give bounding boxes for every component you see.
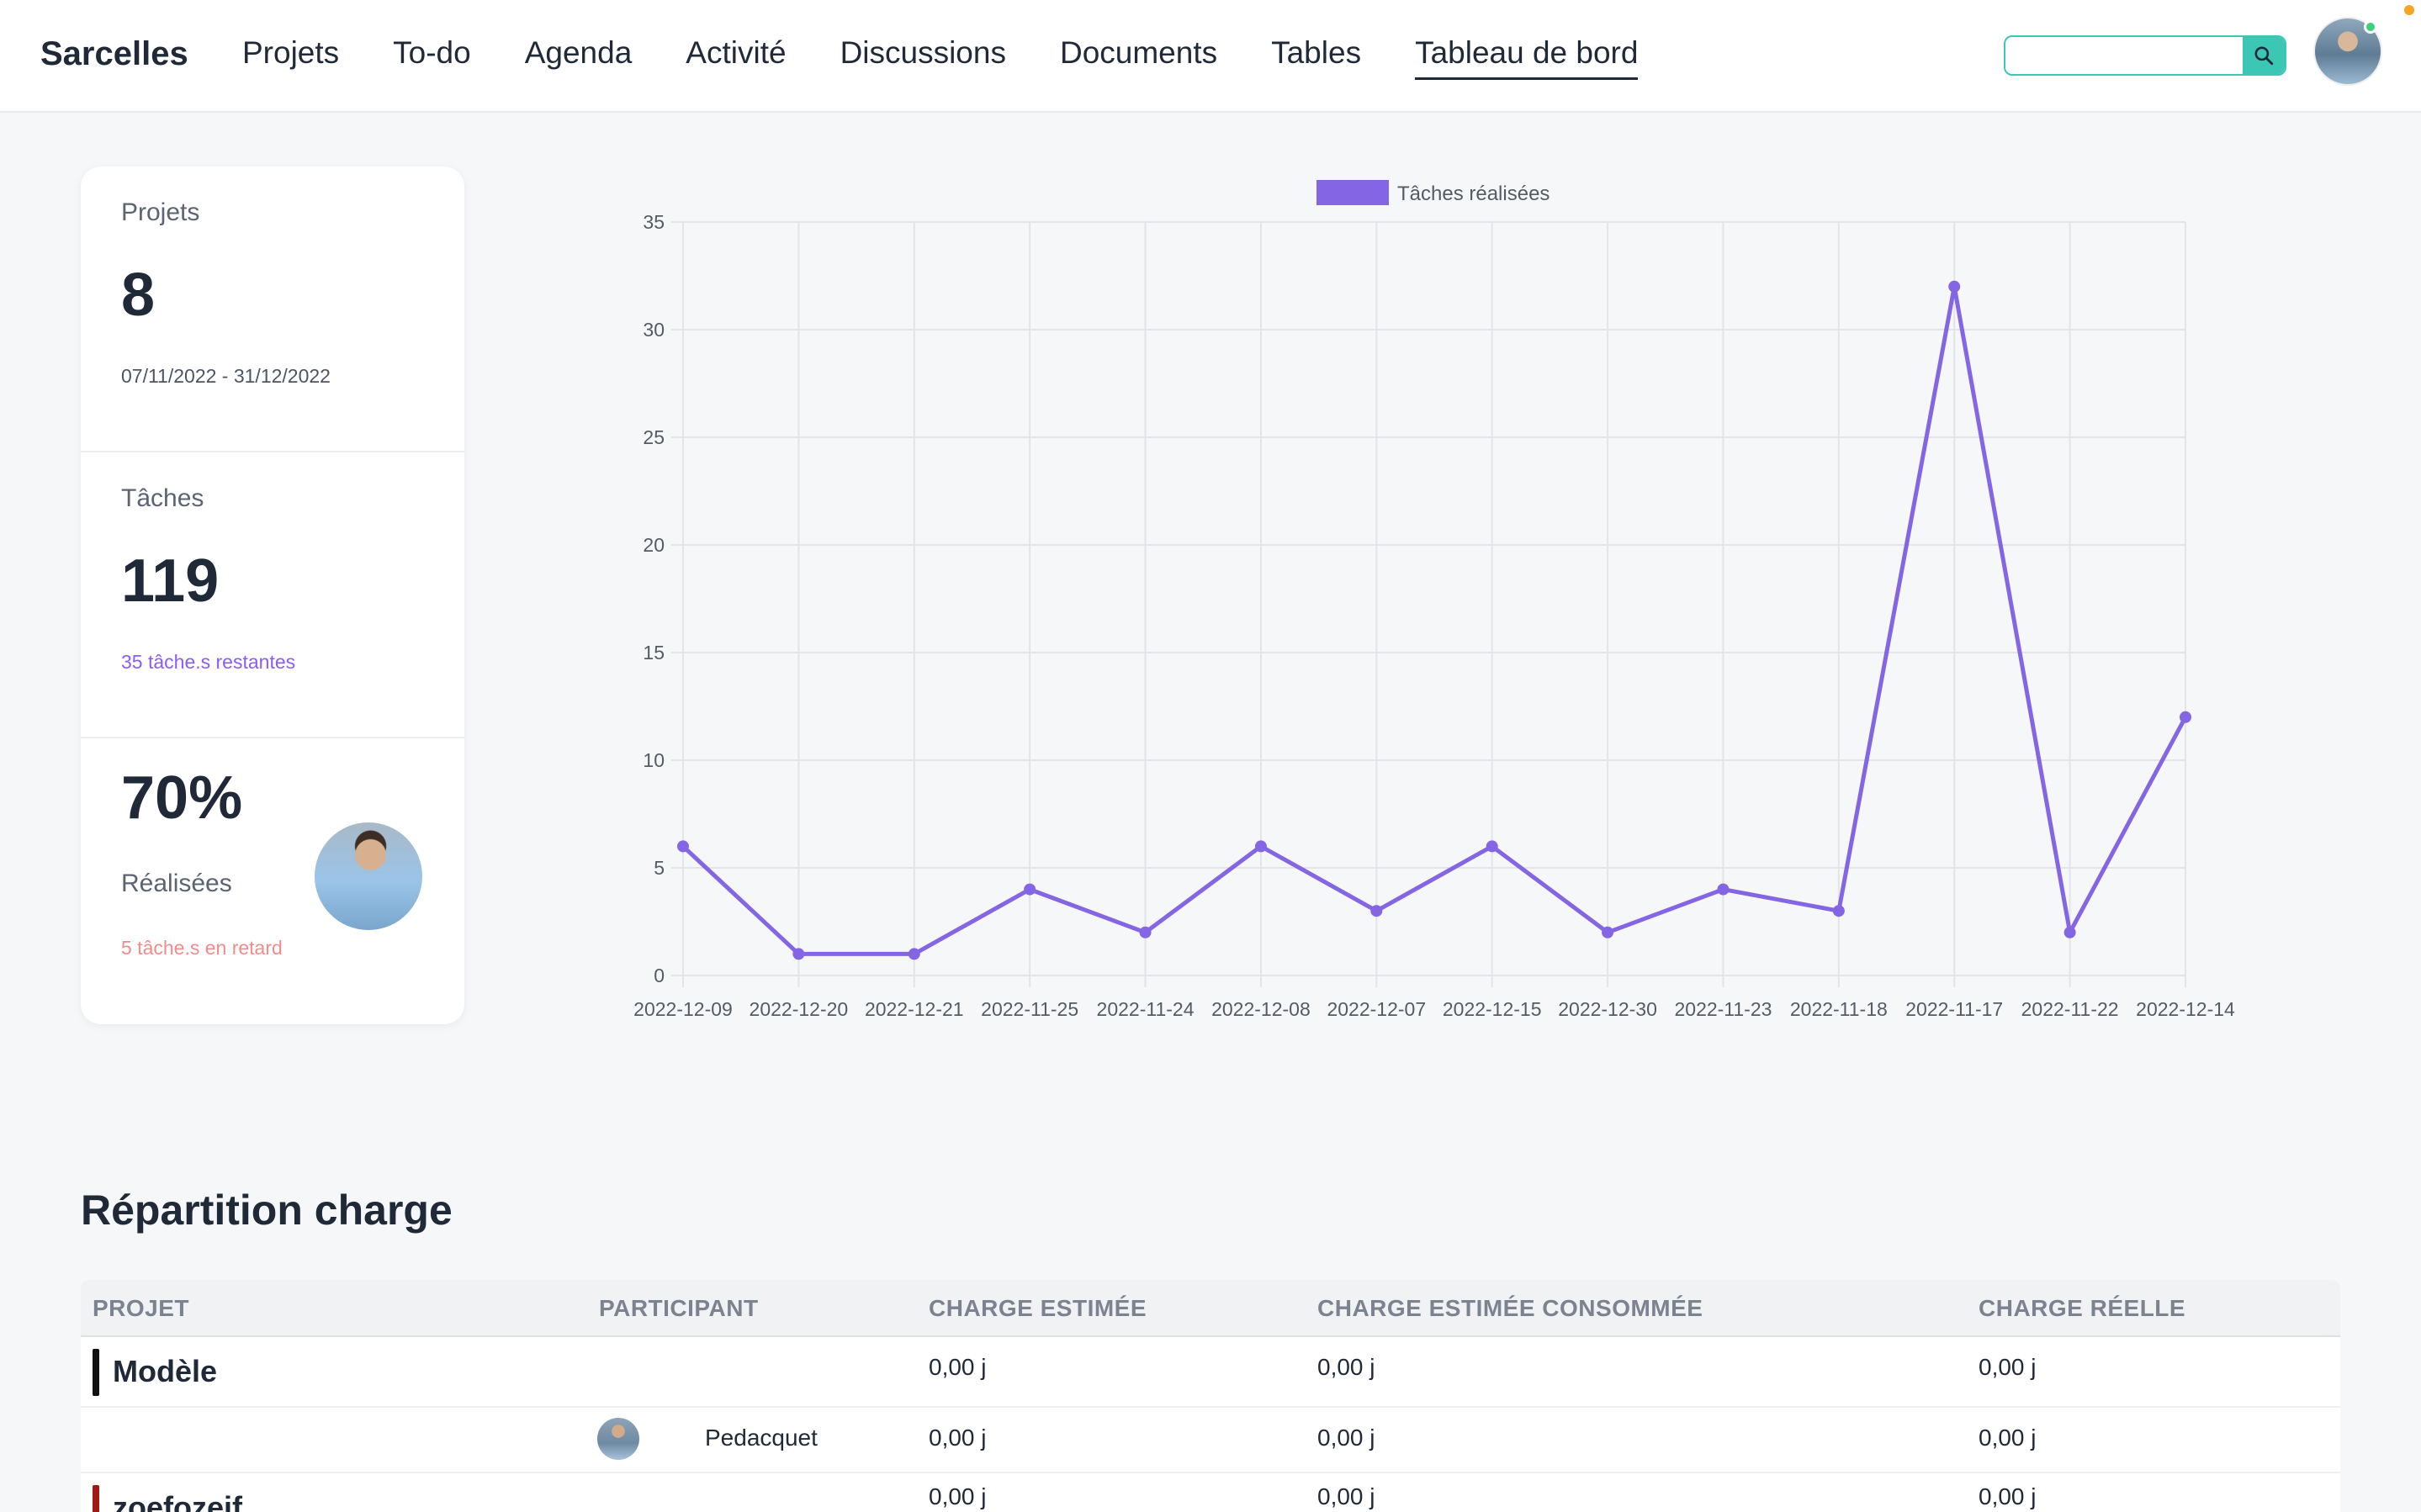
notification-dot [2404, 5, 2414, 15]
nav-activite[interactable]: Activité [686, 35, 787, 70]
nav-documents[interactable]: Documents [1059, 35, 1218, 70]
nav-tableau-de-bord[interactable]: Tableau de bord [1415, 35, 1639, 80]
y-tick-label: 20 [643, 534, 665, 556]
x-tick-label: 2022-12-14 [2136, 998, 2235, 1020]
y-tick-label: 0 [654, 965, 665, 986]
data-point [1832, 905, 1845, 917]
x-tick-label: 2022-12-07 [1327, 998, 1426, 1020]
x-tick-label: 2022-11-24 [1097, 998, 1195, 1020]
legend-label: Tâches réalisées [1397, 182, 1550, 205]
table-row[interactable]: Modèle 0,00 j 0,00 j 0,00 j [81, 1337, 2340, 1408]
consumed-cell: 0,00 j [1317, 1354, 1375, 1380]
actual-cell: 0,00 j [1979, 1425, 2037, 1451]
stat-label: Réalisées [121, 870, 232, 897]
x-tick-label: 2022-11-25 [981, 998, 1078, 1020]
series-line [681, 284, 2188, 956]
data-point [1139, 926, 1152, 938]
main-nav: Projets To-do Agenda Activité Discussion… [242, 35, 1692, 80]
x-tick-label: 2022-12-30 [1558, 998, 1657, 1020]
participant-avatar [597, 1418, 639, 1460]
section-title: Répartition charge [81, 1187, 453, 1234]
stat-label: Projets [121, 198, 200, 226]
stat-remaining: 35 tâche.s restantes [121, 651, 296, 673]
y-tick-label: 35 [643, 211, 665, 233]
nav-discussions[interactable]: Discussions [840, 35, 1006, 70]
consumed-cell: 0,00 j [1317, 1483, 1375, 1509]
column-header[interactable]: CHARGE ESTIMÉE [929, 1295, 1147, 1321]
data-point [1254, 840, 1267, 853]
nav-projets[interactable]: Projets [242, 35, 340, 70]
stat-value: 70% [121, 764, 243, 832]
project-color-bar [93, 1485, 99, 1512]
column-header[interactable]: PROJET [93, 1295, 190, 1321]
x-tick-label: 2022-11-22 [2021, 998, 2119, 1020]
data-point [1717, 883, 1730, 896]
stat-value: 8 [121, 262, 156, 329]
table-row[interactable]: Pedacquet 0,00 j 0,00 j 0,00 j [81, 1408, 2340, 1473]
project-name[interactable]: Modèle [113, 1354, 218, 1388]
x-tick-label: 2022-11-23 [1674, 998, 1772, 1020]
table-row[interactable]: zoefozeif 0,00 j 0,00 j 0,00 j [81, 1473, 2340, 1512]
estimated-cell: 0,00 j [929, 1425, 987, 1451]
y-tick-label: 10 [643, 749, 665, 771]
workload-table: PROJET PARTICIPANT CHARGE ESTIMÉE CHARGE… [81, 1280, 2340, 1512]
stat-late: 5 tâche.s en retard [121, 937, 283, 959]
data-point [1602, 926, 1614, 938]
actual-cell: 0,00 j [1979, 1483, 2037, 1509]
column-header[interactable]: CHARGE ESTIMÉE CONSOMMÉE [1317, 1295, 1703, 1321]
x-tick-label: 2022-11-17 [1905, 998, 2003, 1020]
tasks-chart: 0 5 10 15 20 25 30 35 2022-12-09 2022-12-20 2022-1… [589, 168, 2381, 1034]
search-button[interactable] [2243, 37, 2285, 74]
nav-tables[interactable]: Tables [1271, 35, 1362, 70]
data-point [2063, 926, 2076, 938]
x-tick-label: 2022-12-09 [633, 998, 733, 1020]
data-point [1486, 840, 1498, 853]
y-tick-label: 15 [643, 642, 665, 663]
y-tick-label: 30 [643, 319, 665, 341]
stats-card: Projets 8 07/11/2022 - 31/12/2022 Tâches… [81, 167, 464, 1024]
search-box [2004, 35, 2286, 76]
column-header[interactable]: PARTICIPANT [599, 1295, 759, 1321]
project-color-bar [93, 1349, 99, 1396]
data-point [2180, 711, 2191, 723]
column-header[interactable]: CHARGE RÉELLE [1979, 1295, 2186, 1321]
data-point [1948, 280, 1961, 293]
data-point [792, 948, 805, 960]
participant-name: Pedacquet [705, 1425, 818, 1451]
data-point [1370, 905, 1383, 917]
estimated-cell: 0,00 j [929, 1483, 987, 1509]
actual-cell: 0,00 j [1979, 1354, 2037, 1380]
estimated-cell: 0,00 j [929, 1354, 987, 1380]
top-navbar: Sarcelles Projets To-do Agenda Activité … [0, 0, 2421, 113]
nav-agenda[interactable]: Agenda [524, 35, 633, 70]
y-tick-label: 5 [654, 857, 665, 879]
table-header: PROJET PARTICIPANT CHARGE ESTIMÉE CHARGE… [81, 1280, 2340, 1337]
stat-date-range: 07/11/2022 - 31/12/2022 [121, 365, 331, 387]
user-avatar[interactable] [2313, 17, 2382, 86]
stat-completion: 70% Réalisées 5 tâche.s en retard [81, 738, 464, 1024]
search-icon [2254, 46, 2274, 66]
consumed-cell: 0,00 j [1317, 1425, 1375, 1451]
search-input[interactable] [2005, 37, 2244, 74]
line-chart: 0 5 10 15 20 25 30 35 2022-12-09 2022-12-20 2022-1… [633, 180, 2235, 1020]
data-point [1024, 883, 1036, 896]
nav-todo[interactable]: To-do [393, 35, 471, 70]
stat-tasks: Tâches 119 35 tâche.s restantes [81, 452, 464, 738]
data-point [677, 840, 689, 853]
avatar [315, 822, 422, 930]
stat-projects: Projets 8 07/11/2022 - 31/12/2022 [81, 167, 464, 452]
x-tick-label: 2022-12-21 [865, 998, 964, 1020]
stat-label: Tâches [121, 484, 204, 512]
workspace-name[interactable]: Sarcelles [40, 35, 188, 72]
stat-value: 119 [121, 547, 220, 615]
project-name[interactable]: zoefozeif [113, 1490, 243, 1512]
x-tick-label: 2022-12-08 [1211, 998, 1311, 1020]
data-point [908, 948, 920, 960]
x-tick-label: 2022-12-15 [1443, 998, 1542, 1020]
online-status-dot [2364, 20, 2377, 34]
x-tick-label: 2022-12-20 [750, 998, 849, 1020]
y-tick-label: 25 [643, 426, 665, 448]
legend-swatch [1316, 180, 1389, 205]
x-tick-label: 2022-11-18 [1790, 998, 1888, 1020]
